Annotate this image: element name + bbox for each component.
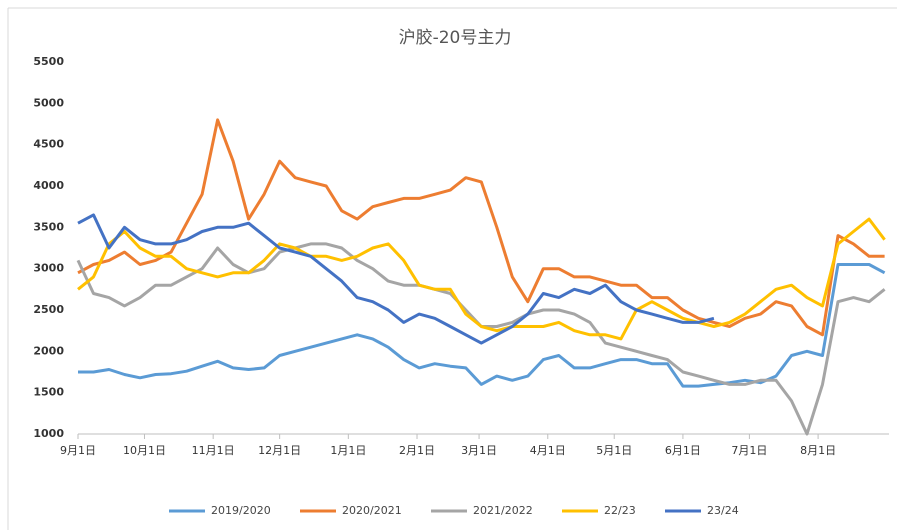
legend-label: 2020/2021 bbox=[342, 504, 402, 517]
legend-label: 23/24 bbox=[707, 504, 739, 517]
y-tick-label: 5000 bbox=[33, 96, 64, 109]
y-tick-label: 1500 bbox=[33, 386, 64, 399]
x-tick-label: 8月1日 bbox=[800, 444, 836, 457]
series-line bbox=[78, 263, 886, 388]
y-tick-label: 2500 bbox=[33, 303, 64, 316]
y-tick-label: 5500 bbox=[33, 55, 64, 68]
y-tick-label: 4500 bbox=[33, 138, 64, 151]
x-tick-label: 10月1日 bbox=[123, 444, 166, 457]
x-tick-label: 9月1日 bbox=[60, 444, 96, 457]
x-tick-label: 4月1日 bbox=[530, 444, 566, 457]
legend-label: 2019/2020 bbox=[211, 504, 271, 517]
x-tick-label: 11月1日 bbox=[192, 444, 235, 457]
x-tick-label: 6月1日 bbox=[665, 444, 701, 457]
y-tick-label: 3500 bbox=[33, 220, 64, 233]
y-tick-label: 1000 bbox=[33, 427, 64, 440]
x-tick-label: 5月1日 bbox=[596, 444, 632, 457]
series-line bbox=[77, 213, 715, 345]
y-tick-label: 3000 bbox=[33, 262, 64, 275]
x-tick-label: 12月1日 bbox=[258, 444, 301, 457]
x-tick-label: 1月1日 bbox=[330, 444, 366, 457]
series-line bbox=[77, 217, 886, 341]
legend-label: 2021/2022 bbox=[473, 504, 533, 517]
x-tick-label: 2月1日 bbox=[399, 444, 435, 457]
x-tick-label: 3月1日 bbox=[461, 444, 497, 457]
y-tick-label: 4000 bbox=[33, 179, 64, 192]
y-tick-label: 2000 bbox=[33, 344, 64, 357]
chart-title: 沪胶-20号主力 bbox=[399, 28, 512, 48]
legend-label: 22/23 bbox=[604, 504, 636, 517]
series-line bbox=[77, 118, 885, 337]
x-tick-label: 7月1日 bbox=[731, 444, 767, 457]
